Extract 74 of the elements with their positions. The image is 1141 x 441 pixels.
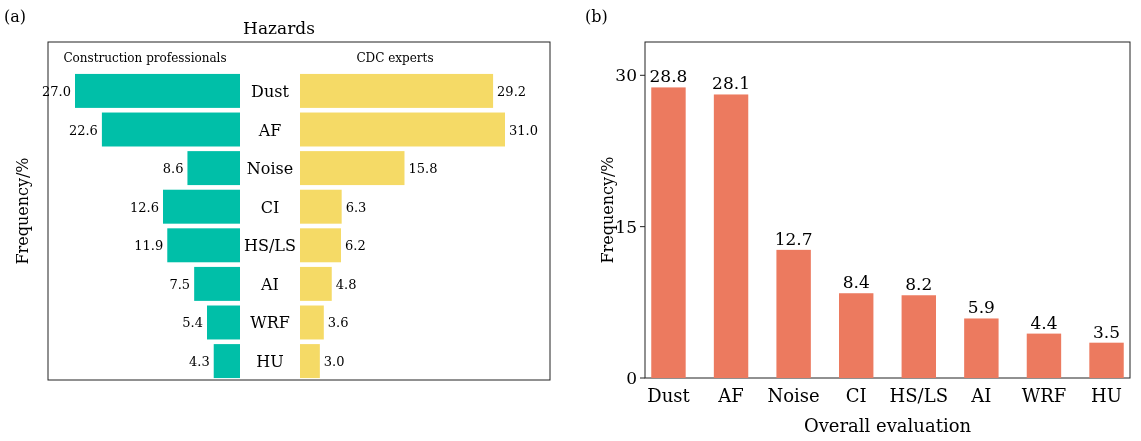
y-tick-label: AI	[260, 274, 279, 294]
data-label: 3.5	[1093, 321, 1121, 342]
bar	[300, 266, 332, 301]
x-axis-title: Overall evaluation	[803, 415, 972, 436]
bar	[167, 228, 240, 263]
data-label: 28.1	[712, 73, 750, 94]
bar	[194, 266, 240, 301]
bar	[300, 189, 342, 224]
y-axis-title: Frequency/%	[598, 156, 617, 264]
text: (b)	[585, 7, 608, 26]
text: Hazards	[243, 18, 315, 38]
data-label: 6.2	[345, 238, 366, 254]
y-tick-label: WRF	[250, 313, 290, 333]
x-tick-label: AI	[970, 385, 992, 406]
bar	[213, 344, 240, 379]
data-label: 7.5	[169, 276, 191, 292]
data-label: 31.0	[509, 122, 538, 138]
bar	[300, 73, 494, 108]
bar	[75, 73, 240, 108]
bar	[300, 151, 405, 186]
y-tick-label: Dust	[251, 81, 290, 101]
x-tick-label: Dust	[647, 385, 691, 406]
data-label: 11.9	[134, 238, 164, 254]
data-label: 12.7	[774, 228, 813, 249]
x-tick-label: CI	[845, 385, 867, 406]
y-axis-title: Frequency/%	[13, 157, 32, 265]
bar	[776, 249, 811, 378]
y-tick-label: 0	[626, 368, 637, 388]
data-label: 29.2	[497, 83, 527, 99]
bar	[1026, 333, 1062, 378]
data-label: 5.9	[967, 297, 995, 318]
data-label: 3.0	[323, 354, 345, 370]
x-tick-label: AF	[717, 385, 744, 406]
x-tick-label: WRF	[1021, 385, 1067, 406]
data-label: 4.4	[1030, 312, 1058, 333]
data-label: 12.6	[130, 199, 159, 215]
y-tick-label: HU	[256, 352, 284, 372]
data-label: 6.3	[345, 199, 367, 215]
data-label: 5.4	[182, 315, 203, 331]
bar	[300, 305, 324, 340]
x-tick-label: Noise	[767, 385, 820, 406]
y-tick-label: HS/LS	[244, 236, 296, 256]
data-label: 27.0	[42, 83, 71, 99]
y-tick-label: 30	[615, 65, 637, 86]
data-label: 22.6	[68, 122, 98, 138]
series-label: CDC experts	[356, 51, 434, 65]
data-label: 15.8	[408, 161, 438, 177]
y-tick-label: CI	[260, 197, 280, 217]
bar	[163, 189, 240, 224]
data-label: 4.3	[189, 354, 210, 370]
bar	[901, 295, 936, 378]
y-tick-label: Noise	[246, 159, 294, 179]
bar	[101, 112, 240, 147]
x-tick-label: HU	[1091, 385, 1122, 406]
data-label: 8.2	[905, 274, 933, 295]
bar	[713, 94, 749, 378]
text: (a)	[4, 7, 27, 26]
bar	[207, 305, 240, 340]
y-tick-label: AF	[257, 120, 282, 140]
bar	[300, 228, 341, 263]
bar	[187, 151, 240, 186]
data-label: 4.8	[335, 276, 357, 292]
bar	[1089, 342, 1124, 378]
data-label: 28.8	[649, 66, 688, 87]
bar	[651, 87, 686, 378]
bar	[300, 344, 320, 379]
x-tick-label: HS/LS	[889, 385, 948, 406]
data-label: 8.4	[842, 272, 870, 293]
bar	[839, 293, 874, 378]
bar	[964, 318, 999, 378]
data-label: 3.6	[327, 315, 349, 331]
bar	[300, 112, 505, 147]
series-label: Construction professionals	[63, 51, 227, 65]
data-label: 8.6	[162, 161, 184, 177]
